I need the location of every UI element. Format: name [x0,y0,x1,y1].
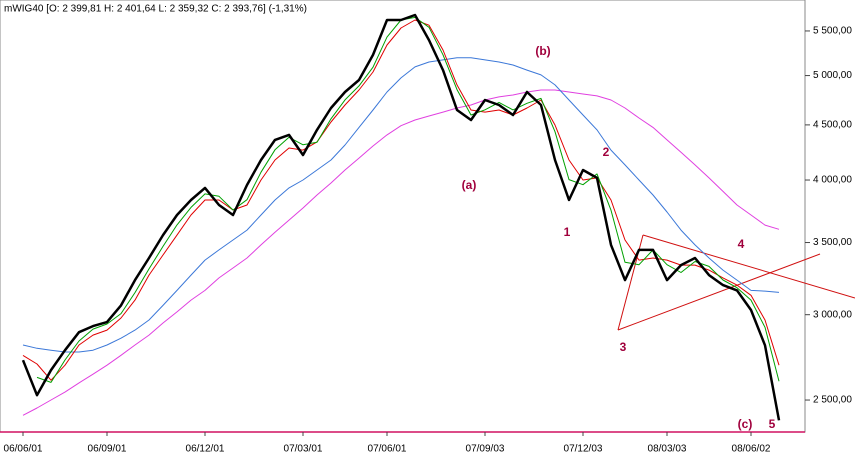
y-tick-label: 3 500,00 [813,237,852,248]
y-tick-label: 4 500,00 [813,120,852,131]
moving-average [22,89,780,416]
y-tick-label: 2 500,00 [813,395,852,406]
x-tick-label: 07/06/01 [368,444,407,455]
x-tick-label: 06/06/01 [4,444,43,455]
wave-label: 1 [564,225,571,239]
trend-line [642,234,855,299]
x-tick-label: 08/03/03 [648,444,687,455]
moving-average [22,19,780,381]
x-tick-label: 06/09/01 [88,444,127,455]
wave-label: 5 [769,417,776,431]
x-tick-label: 08/06/02 [732,444,771,455]
wave-label: 3 [620,340,627,354]
moving-average [22,57,780,353]
y-tick-label: 4 000,00 [813,175,852,186]
y-tick-label: 3 000,00 [813,309,852,320]
x-tick-label: 07/03/01 [284,444,323,455]
y-tick-label: 5 500,00 [813,26,852,37]
wave-label: (b) [535,44,550,58]
y-tick-label: 5 000,00 [813,70,852,81]
chart-title: mWIG40 [O: 2 399,81 H: 2 401,64 L: 2 359… [4,4,307,15]
plot-area [0,0,806,433]
wave-label: (a) [462,178,477,192]
x-tick-label: 07/09/03 [466,444,505,455]
wave-label: 2 [603,145,610,159]
wave-label: 4 [738,237,745,251]
price-line [21,13,781,421]
wave-label: (c) [738,417,753,431]
x-tick-label: 06/12/01 [186,444,225,455]
trend-line [617,253,821,331]
x-tick-label: 07/12/03 [564,444,603,455]
